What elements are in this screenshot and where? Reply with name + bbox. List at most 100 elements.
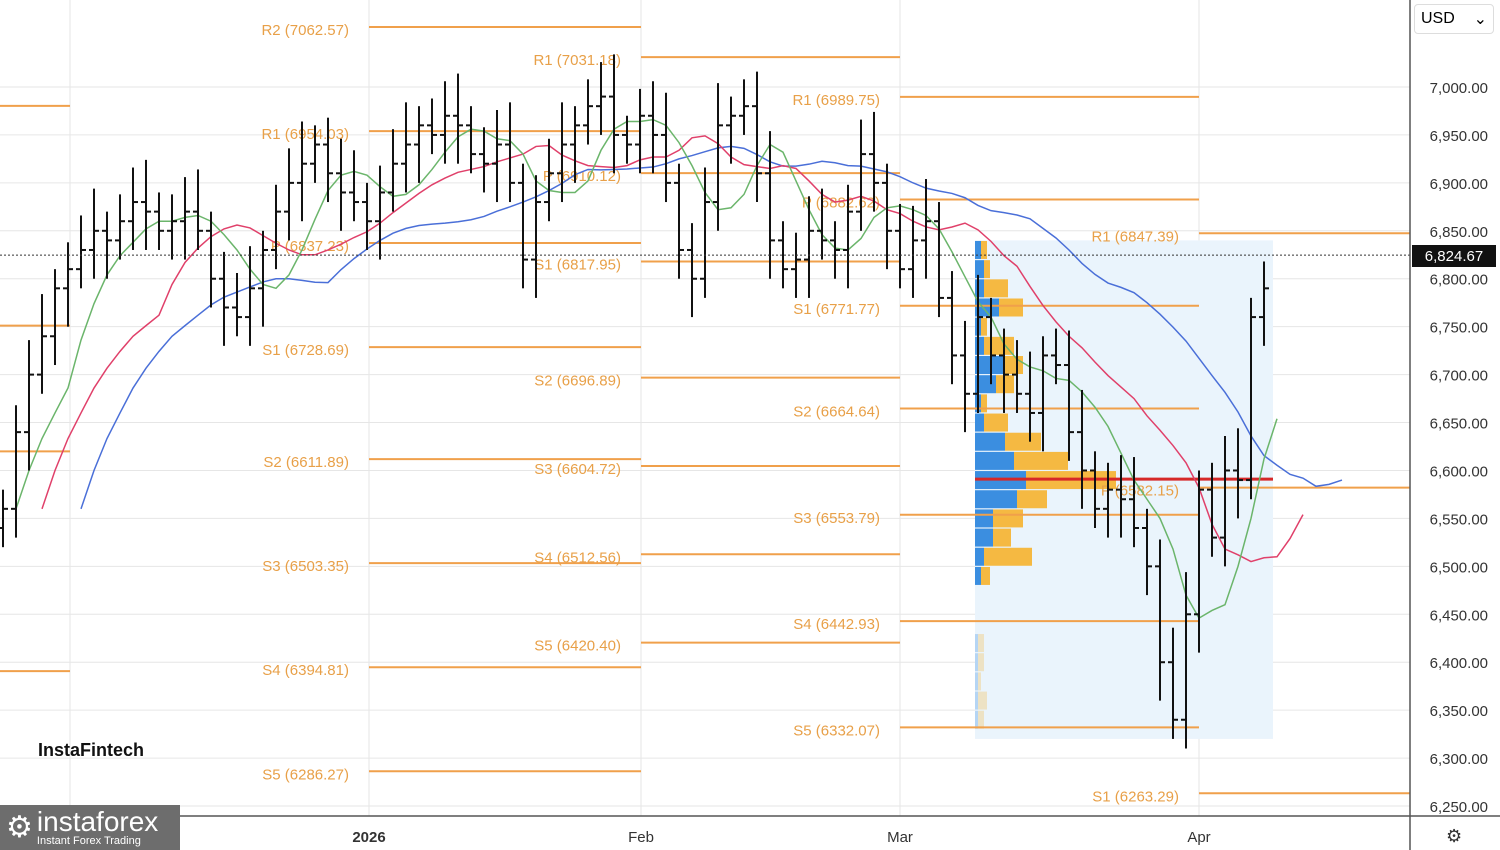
volume-bar-buy <box>975 672 978 691</box>
ohlc-bar <box>1064 330 1074 461</box>
pivot-label: S1 (6771.77) <box>793 301 880 318</box>
time-tick-label: Apr <box>1187 829 1210 846</box>
current-price-badge: 6,824.67 <box>1412 245 1496 267</box>
price-axis-bg <box>1410 0 1500 850</box>
ohlc-bar <box>414 106 424 183</box>
pivot-label: S1 (6263.29) <box>1092 788 1179 805</box>
pivot-label: S5 (6420.40) <box>534 638 621 655</box>
ohlc-bar <box>310 125 320 183</box>
volume-bar-sell <box>981 566 990 585</box>
volume-bar-sell <box>984 413 1008 432</box>
volume-bar-buy <box>975 451 1014 470</box>
volume-bar-sell <box>984 260 990 279</box>
currency-select[interactable]: USD ⌄ <box>1414 4 1494 34</box>
ohlc-bar <box>622 115 632 164</box>
ohlc-bar <box>141 159 151 250</box>
ohlc-bar <box>1207 462 1217 557</box>
price-tick-label: 6,300.00 <box>1430 751 1488 768</box>
logo-tagline: Instant Forex Trading <box>36 834 141 847</box>
ohlc-bar <box>596 62 606 135</box>
volume-bar-sell <box>978 691 987 710</box>
volume-bar-sell <box>978 710 984 729</box>
ohlc-bar <box>986 297 996 385</box>
ohlc-bar <box>1090 451 1100 529</box>
ohlc-bar <box>453 73 463 164</box>
ohlc-bar <box>908 205 918 298</box>
ohlc-bar <box>843 184 853 289</box>
ohlc-bar <box>362 182 372 250</box>
settings-icon[interactable]: ⚙ <box>1446 826 1463 846</box>
ohlc-bar <box>180 177 190 260</box>
ohlc-bar <box>297 121 307 222</box>
ohlc-bar <box>1220 435 1230 567</box>
ohlc-bar <box>1168 627 1178 739</box>
volume-bar-sell <box>981 317 987 336</box>
pivot-label: S5 (6332.07) <box>793 722 880 739</box>
chevron-down-icon: ⌄ <box>1473 11 1487 28</box>
ohlc-bar <box>544 138 554 222</box>
ohlc-bar <box>1181 572 1191 749</box>
volume-bar-sell <box>984 336 1014 355</box>
ohlc-bar <box>167 194 177 260</box>
ohlc-bar <box>232 272 242 337</box>
ohlc-bar <box>193 169 203 250</box>
ohlc-bar <box>89 188 99 279</box>
price-tick-label: 6,850.00 <box>1430 224 1488 241</box>
ohlc-bar <box>24 340 34 471</box>
pivot-label: R1 (6954.03) <box>261 126 349 143</box>
pivot-label: S4 (6394.81) <box>262 662 349 679</box>
price-tick-label: 6,750.00 <box>1430 320 1488 337</box>
ohlc-bar <box>934 202 944 318</box>
pivot-label: S4 (6442.93) <box>793 616 880 633</box>
volume-bar-sell <box>984 547 1032 566</box>
gear-logo-icon: ⚙ <box>6 811 33 844</box>
ohlc-bar <box>1025 351 1035 442</box>
ohlc-bar <box>245 246 255 346</box>
ohlc-bar <box>960 320 970 433</box>
ohlc-bar <box>1246 297 1256 500</box>
ohlc-bar <box>557 102 567 203</box>
currency-value: USD <box>1421 10 1455 27</box>
ohlc-bar <box>518 163 528 289</box>
volume-bar-buy <box>975 432 1005 451</box>
instaforex-logo: ⚙ instaforex Instant Forex Trading <box>0 805 180 850</box>
ohlc-bar <box>583 79 593 145</box>
ohlc-bar <box>1077 389 1087 509</box>
ohlc-bar <box>336 138 346 231</box>
ohlc-bar <box>1142 508 1152 596</box>
volume-bar-buy <box>975 634 978 653</box>
pivot-label: R1 (6847.39) <box>1091 228 1179 245</box>
ohlc-bar <box>635 88 645 174</box>
ohlc-bar <box>661 92 671 203</box>
ohlc-bar <box>323 117 333 203</box>
ohlc-bar <box>570 106 580 183</box>
volume-bar-buy <box>975 566 981 585</box>
ohlc-bar <box>739 79 749 135</box>
ohlc-bar <box>973 274 983 413</box>
ohlc-bar <box>63 242 73 327</box>
ohlc-bar <box>401 102 411 193</box>
ohlc-bar <box>1259 261 1269 346</box>
volume-bar-buy <box>975 710 978 729</box>
price-tick-label: 6,600.00 <box>1430 463 1488 480</box>
pivot-label: S3 (6553.79) <box>793 510 880 527</box>
volume-bar-buy <box>975 260 984 279</box>
volume-bar-buy <box>975 653 978 672</box>
volume-bar-buy <box>975 279 984 298</box>
pivot-label: R2 (7062.57) <box>261 22 349 39</box>
pivot-label: P (6910.12) <box>543 168 621 185</box>
ohlc-bar <box>817 188 827 260</box>
volume-bar-sell <box>1017 490 1047 509</box>
ohlc-bar <box>505 102 515 203</box>
volume-bar-sell <box>1014 451 1068 470</box>
ohlc-bar <box>1012 340 1022 413</box>
volume-bar-buy <box>975 547 984 566</box>
price-tick-label: 6,650.00 <box>1430 416 1488 433</box>
ohlc-bar <box>674 163 684 279</box>
ohlc-bar <box>0 489 8 548</box>
price-tick-label: 6,400.00 <box>1430 655 1488 672</box>
pivot-label: S2 (6611.89) <box>263 454 349 471</box>
ohlc-bar <box>895 203 905 289</box>
price-tick-label: 6,800.00 <box>1430 272 1488 289</box>
